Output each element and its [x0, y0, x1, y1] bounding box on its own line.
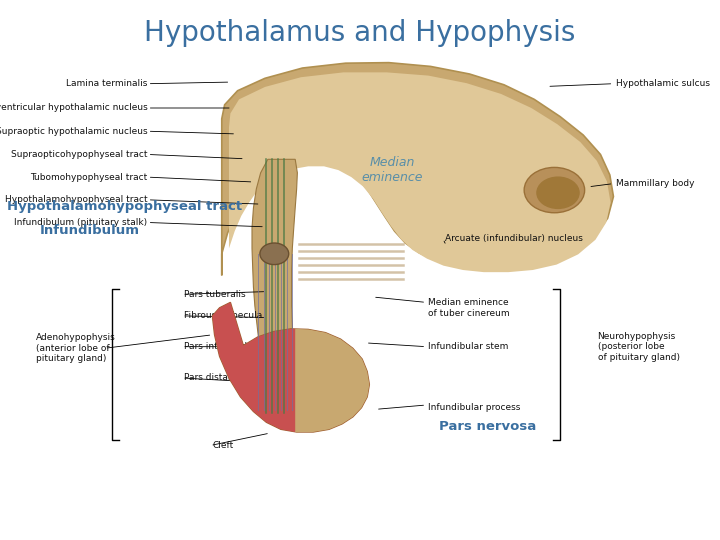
Polygon shape — [212, 302, 369, 432]
Text: Pars tuberalis: Pars tuberalis — [184, 290, 246, 299]
Text: Infundibular process: Infundibular process — [428, 403, 521, 412]
Text: Supraopticohypophyseal tract: Supraopticohypophyseal tract — [11, 150, 148, 159]
Text: Mammillary body: Mammillary body — [616, 179, 694, 188]
Circle shape — [524, 167, 585, 213]
Text: Infundibular stem: Infundibular stem — [428, 342, 509, 351]
Text: Infundibulum (pituitary stalk): Infundibulum (pituitary stalk) — [14, 218, 148, 227]
Circle shape — [260, 243, 289, 265]
Text: Hypothalamohypophyseal tract: Hypothalamohypophyseal tract — [5, 195, 148, 204]
Text: Infundibulum: Infundibulum — [40, 224, 140, 237]
Text: Adenohypophysis
(anterior lobe of
pituitary gland): Adenohypophysis (anterior lobe of pituit… — [36, 333, 116, 363]
Text: Supraoptic hypothalamic nucleus: Supraoptic hypothalamic nucleus — [0, 127, 148, 136]
Polygon shape — [252, 159, 297, 413]
Text: Paraventricular hypothalamic nucleus: Paraventricular hypothalamic nucleus — [0, 104, 148, 112]
Polygon shape — [295, 329, 369, 432]
Text: Median eminence
of tuber cinereum: Median eminence of tuber cinereum — [428, 298, 510, 318]
Text: Arcuate (infundibular) nucleus: Arcuate (infundibular) nucleus — [445, 234, 582, 243]
Text: Median
eminence: Median eminence — [361, 156, 423, 184]
Text: Hypothalamic sulcus: Hypothalamic sulcus — [616, 79, 710, 88]
Text: Cleft: Cleft — [212, 441, 234, 450]
Polygon shape — [212, 302, 295, 432]
Text: Fibrous trabecula: Fibrous trabecula — [184, 312, 262, 320]
Text: Pars intermedia: Pars intermedia — [184, 342, 255, 351]
Polygon shape — [222, 63, 613, 275]
Text: Pars nervosa: Pars nervosa — [439, 420, 536, 433]
Text: Pars distalis: Pars distalis — [184, 374, 238, 382]
Text: Hypothalamus and Hypophysis: Hypothalamus and Hypophysis — [144, 19, 576, 47]
Text: Neurohypophysis
(posterior lobe
of pituitary gland): Neurohypophysis (posterior lobe of pitui… — [598, 332, 680, 362]
Polygon shape — [229, 72, 611, 272]
Text: Hypothalamohypophyseal tract: Hypothalamohypophyseal tract — [7, 200, 243, 213]
Text: Lamina terminalis: Lamina terminalis — [66, 79, 148, 88]
Circle shape — [536, 177, 580, 209]
Text: Tubomohypophyseal tract: Tubomohypophyseal tract — [30, 173, 148, 181]
